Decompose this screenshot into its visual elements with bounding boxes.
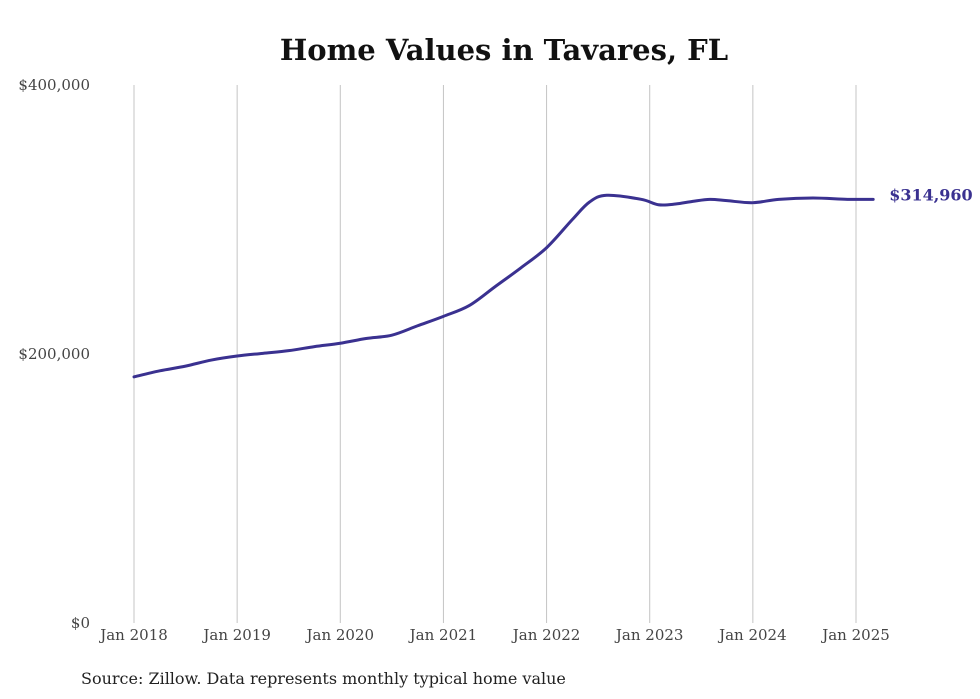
x-tick-label: Jan 2024: [717, 626, 787, 644]
x-axis: Jan 2018 Jan 2019 Jan 2020 Jan 2021 Jan 2022…: [98, 626, 890, 644]
series-line: [132, 193, 875, 379]
x-tick-label: Jan 2021: [408, 626, 478, 644]
x-tick-label: Jan 2025: [820, 626, 890, 644]
y-tick-label: $400,000: [18, 76, 90, 94]
x-tick-label: Jan 2022: [511, 626, 581, 644]
y-axis: $0 $200,000 $400,000: [18, 76, 90, 632]
chart-title: Home Values in Tavares, FL: [280, 33, 728, 67]
grid-layer: [133, 85, 857, 623]
x-tick-label: Jan 2018: [98, 626, 168, 644]
end-value-label: $314,960: [889, 185, 973, 204]
y-tick-label: $200,000: [18, 345, 90, 363]
series-layer: $314,960: [132, 185, 973, 379]
x-tick-label: Jan 2020: [305, 626, 375, 644]
x-tick-label: Jan 2023: [614, 626, 684, 644]
source-note: Source: Zillow. Data represents monthly …: [81, 669, 566, 688]
x-tick-label: Jan 2019: [201, 626, 271, 644]
y-tick-label: $0: [71, 614, 90, 632]
